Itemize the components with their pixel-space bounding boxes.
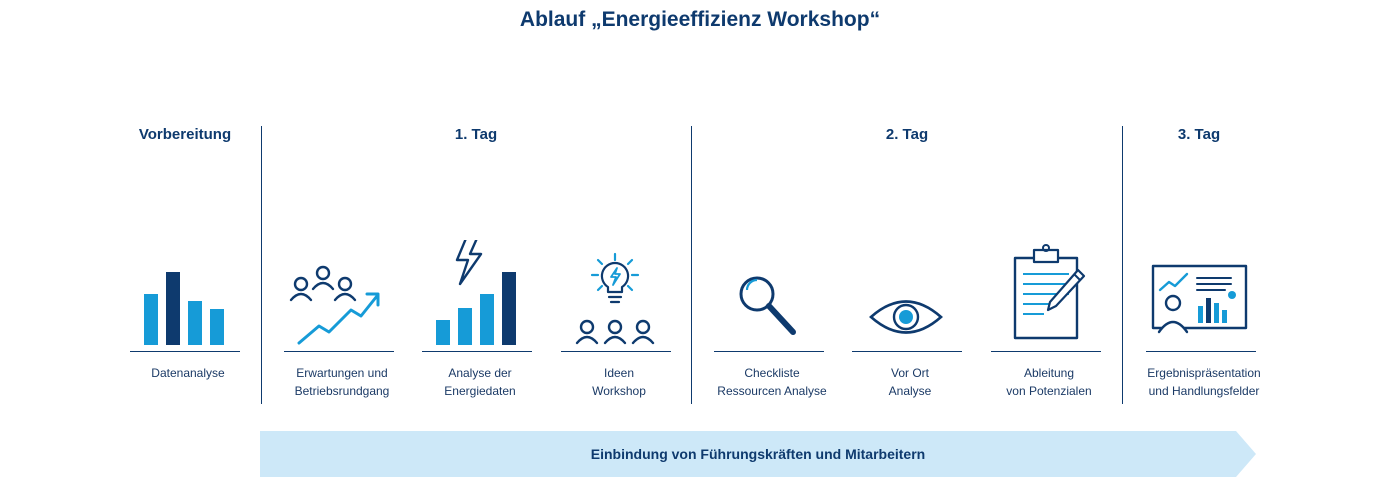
magnifier-icon <box>739 276 796 335</box>
phase-divider <box>1122 126 1123 404</box>
phase-divider <box>691 126 692 404</box>
step-underline <box>852 351 962 352</box>
clipboard-icon <box>1013 244 1086 340</box>
phase-tag-1: 1. Tag <box>454 126 498 143</box>
energy-chart-icon <box>436 240 516 345</box>
step-label: Ableitung von Potenzialen <box>1006 366 1092 398</box>
banner-arrow <box>260 431 1256 477</box>
step-underline <box>284 351 394 352</box>
step-label: Erwartungen und Betriebsrundgang <box>294 366 390 398</box>
phase-divider <box>261 126 262 404</box>
page-title: Ablauf „Energieeffizienz Workshop“ <box>519 8 881 31</box>
step-label: Checkliste Ressourcen Analyse <box>717 366 827 398</box>
step-underline <box>714 351 824 352</box>
eye-icon <box>869 300 943 334</box>
step-underline <box>130 351 240 352</box>
step-label: Datenanalyse <box>151 366 225 380</box>
step-underline <box>561 351 671 352</box>
step-label: Ergebnispräsentation und Handlungsfelder <box>1147 366 1261 398</box>
step-label: Ideen Workshop <box>592 366 646 398</box>
phase-tag-3: 3. Tag <box>1177 126 1221 143</box>
banner-label: Einbindung von Führungskräften und Mitar… <box>590 446 926 462</box>
team-growth-icon <box>289 265 380 345</box>
phase-vorbereitung: Vorbereitung <box>138 126 232 143</box>
bar-chart-icon <box>144 272 224 345</box>
step-label: Vor Ort Analyse <box>888 366 932 398</box>
step-underline <box>422 351 532 352</box>
step-label: Analyse der Energiedaten <box>444 366 516 398</box>
idea-workshop-icon <box>575 252 655 345</box>
presentation-icon <box>1151 264 1248 334</box>
step-underline <box>991 351 1101 352</box>
step-underline <box>1146 351 1256 352</box>
phase-tag-2: 2. Tag <box>885 126 929 143</box>
